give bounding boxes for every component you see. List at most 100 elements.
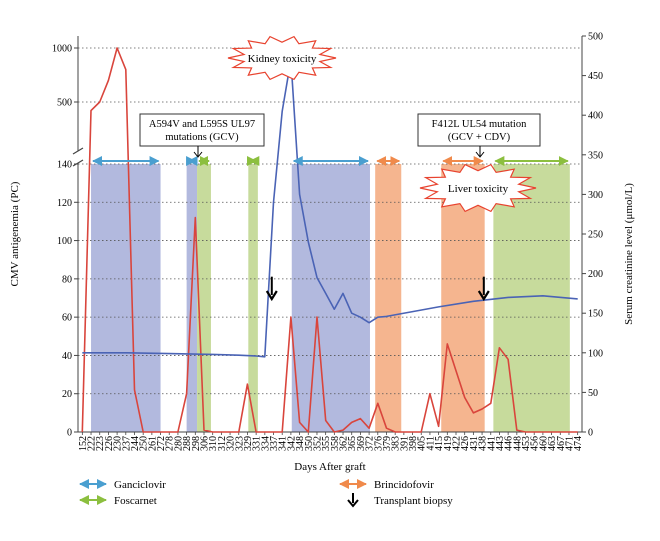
mutation-1-pointer-head bbox=[193, 151, 203, 158]
x-tick-label: 306 bbox=[200, 436, 211, 451]
x-tick-label: 456 bbox=[530, 436, 541, 451]
x-tick-label: 350 bbox=[304, 436, 315, 451]
x-tick-label: 422 bbox=[452, 436, 463, 451]
left-tick-label: 1000 bbox=[52, 44, 72, 55]
x-tick-label: 471 bbox=[564, 436, 575, 451]
left-tick-label: 100 bbox=[57, 236, 72, 247]
x-axis-title: Days After graft bbox=[294, 461, 365, 473]
x-tick-label: 298 bbox=[191, 436, 202, 451]
x-tick-label: 272 bbox=[156, 436, 167, 451]
left-tick-label: 20 bbox=[62, 389, 72, 400]
x-tick-label: 331 bbox=[252, 436, 263, 451]
x-tick-label: 415 bbox=[434, 436, 445, 451]
x-tick-label: 438 bbox=[478, 436, 489, 451]
x-tick-label: 341 bbox=[278, 436, 289, 451]
legend-label: Transplant biopsy bbox=[374, 495, 453, 507]
x-tick-label: 226 bbox=[104, 436, 115, 451]
x-tick-label: 411 bbox=[425, 436, 436, 451]
legend-marker bbox=[347, 499, 359, 508]
x-tick-label: 223 bbox=[95, 436, 106, 451]
right-tick-label: 50 bbox=[588, 388, 598, 399]
right-tick-label: 0 bbox=[588, 428, 593, 439]
left-tick-label: 140 bbox=[57, 160, 72, 171]
x-tick-label: 448 bbox=[512, 436, 523, 451]
x-tick-label: 383 bbox=[391, 436, 402, 451]
x-tick-label: 329 bbox=[243, 436, 254, 451]
right-tick-label: 350 bbox=[588, 150, 603, 161]
x-tick-label: 152 bbox=[78, 436, 89, 451]
left-tick-label: 120 bbox=[57, 198, 72, 209]
x-tick-label: 419 bbox=[443, 436, 454, 451]
x-tick-label: 348 bbox=[295, 436, 306, 451]
right-tick-label: 450 bbox=[588, 71, 603, 82]
x-tick-label: 237 bbox=[121, 436, 132, 451]
left-tick-label: 500 bbox=[57, 98, 72, 109]
x-tick-label: 431 bbox=[469, 436, 480, 451]
x-tick-label: 278 bbox=[165, 436, 176, 451]
kidney-toxicity-burst bbox=[227, 35, 337, 81]
treatment-band bbox=[91, 164, 161, 432]
mutation-2-line-2: (GCV + CDV) bbox=[448, 132, 511, 143]
x-tick-label: 446 bbox=[504, 436, 515, 451]
x-tick-label: 280 bbox=[173, 436, 184, 451]
x-tick-label: 453 bbox=[521, 436, 532, 451]
x-tick-label: 362 bbox=[339, 436, 350, 451]
legend-label: Ganciclovir bbox=[114, 479, 166, 491]
left-tick-label: 80 bbox=[62, 274, 72, 285]
x-tick-label: 230 bbox=[113, 436, 124, 451]
x-tick-label: 334 bbox=[260, 436, 271, 451]
right-tick-label: 300 bbox=[588, 190, 603, 201]
left-axis-title: CMV antigenemia (PC) bbox=[9, 181, 21, 286]
mutation-2-line-1: F412L UL54 mutation bbox=[432, 119, 527, 130]
x-tick-label: 441 bbox=[486, 436, 497, 451]
x-tick-label: 310 bbox=[208, 436, 219, 451]
x-tick-label: 398 bbox=[408, 436, 419, 451]
right-tick-label: 150 bbox=[588, 309, 603, 320]
mutation-1-line-2: mutations (GCV) bbox=[165, 132, 239, 143]
x-tick-label: 244 bbox=[130, 436, 141, 451]
x-tick-label: 443 bbox=[495, 436, 506, 451]
x-tick-label: 365 bbox=[347, 436, 358, 451]
x-tick-label: 426 bbox=[460, 436, 471, 451]
x-tick-label: 320 bbox=[226, 436, 237, 451]
x-tick-label: 337 bbox=[269, 436, 280, 451]
mutation-2-pointer-head bbox=[475, 151, 485, 158]
legend-label: Foscarnet bbox=[114, 495, 157, 507]
right-tick-label: 250 bbox=[588, 230, 603, 241]
x-tick-label: 352 bbox=[312, 436, 323, 451]
x-tick-label: 379 bbox=[382, 436, 393, 451]
x-tick-label: 312 bbox=[217, 436, 228, 451]
biopsy-arrow-head bbox=[265, 290, 278, 302]
x-tick-label: 467 bbox=[556, 436, 567, 451]
x-tick-label: 372 bbox=[365, 436, 376, 451]
x-tick-label: 222 bbox=[87, 436, 98, 451]
liver-toxicity-label: Liver toxicity bbox=[448, 183, 509, 195]
treatment-band bbox=[291, 164, 370, 432]
right-axis-title: Serum creatinine level (μmol/L) bbox=[623, 183, 635, 325]
x-tick-label: 288 bbox=[182, 436, 193, 451]
x-tick-label: 355 bbox=[321, 436, 332, 451]
treatment-band bbox=[375, 164, 402, 432]
mutation-1-box bbox=[139, 113, 265, 147]
x-tick-label: 405 bbox=[417, 436, 428, 451]
kidney-toxicity-label: Kidney toxicity bbox=[248, 53, 317, 65]
liver-toxicity-burst bbox=[419, 163, 537, 213]
biopsy-arrow-head bbox=[477, 290, 490, 302]
cmv-antigenemia-line bbox=[81, 47, 578, 433]
x-tick-label: 376 bbox=[373, 436, 384, 451]
right-tick-label: 100 bbox=[588, 348, 603, 359]
mutation-1-line-1: A594V and L595S UL97 bbox=[149, 119, 255, 130]
mutation-2-box bbox=[417, 113, 541, 147]
legend-label: Brincidofovir bbox=[374, 479, 434, 491]
x-tick-label: 250 bbox=[139, 436, 150, 451]
x-tick-label: 342 bbox=[286, 436, 297, 451]
left-tick-label: 40 bbox=[62, 351, 72, 362]
treatment-band bbox=[197, 164, 211, 432]
x-tick-label: 261 bbox=[147, 436, 158, 451]
right-tick-label: 400 bbox=[588, 111, 603, 122]
x-tick-label: 463 bbox=[547, 436, 558, 451]
axis-break-mark bbox=[72, 159, 84, 167]
creatinine-line bbox=[82, 59, 578, 358]
